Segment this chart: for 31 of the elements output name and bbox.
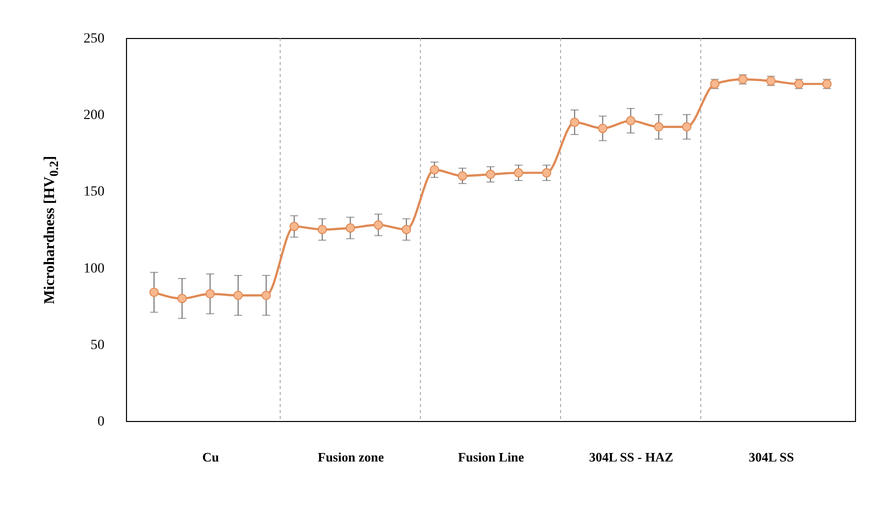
point [598, 124, 608, 134]
x-tick-label: 304L SS [748, 450, 794, 464]
point [402, 224, 412, 234]
point [374, 220, 384, 230]
point [233, 290, 243, 300]
point [514, 168, 524, 178]
y-tick-label: 0 [98, 414, 104, 430]
x-tick-label: Cu [202, 450, 219, 464]
y-tick-label: 100 [84, 261, 104, 276]
point [458, 171, 468, 181]
point [486, 170, 496, 180]
y-tick-label: 50 [90, 338, 104, 353]
point [318, 224, 327, 234]
y-tick-label: 150 [84, 184, 104, 200]
y-tick-label: 200 [84, 108, 104, 124]
point [177, 294, 187, 304]
point [626, 116, 636, 126]
point [205, 289, 215, 299]
x-tick-label: Fusion zone [318, 450, 384, 464]
point [654, 122, 664, 132]
x-tick-label: 304L SS - HAZ [589, 450, 674, 464]
point [570, 118, 580, 127]
point [346, 223, 355, 233]
x-tick-label: Fusion Line [458, 450, 524, 464]
point [542, 168, 552, 178]
point [290, 222, 299, 232]
point [262, 290, 271, 300]
point [430, 165, 440, 174]
point [682, 122, 692, 132]
point [149, 288, 159, 297]
y-tick-label: 250 [84, 32, 104, 46]
